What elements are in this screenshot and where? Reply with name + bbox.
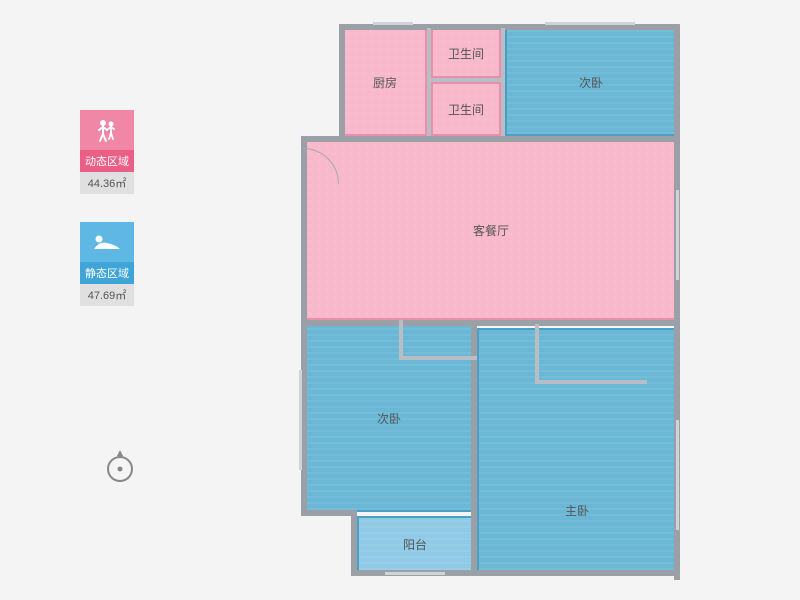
sleep-icon (80, 222, 134, 262)
room-厨房: 厨房 (343, 28, 427, 136)
legend-value-dynamic: 44.36㎡ (80, 172, 134, 194)
room-卫生间: 卫生间 (431, 82, 501, 136)
wall (535, 380, 647, 384)
wall (301, 510, 357, 516)
room-主卧: 主卧 (477, 328, 677, 572)
legend-value-static: 47.69㎡ (80, 284, 134, 306)
window (373, 22, 413, 25)
wall (301, 320, 477, 326)
wall (471, 320, 477, 516)
legend-item-dynamic: 动态区域 44.36㎡ (72, 110, 142, 194)
wall (351, 510, 357, 576)
window (385, 572, 445, 575)
room-label: 主卧 (565, 502, 589, 519)
wall (431, 78, 501, 82)
room-卫生间: 卫生间 (431, 28, 501, 78)
room-label: 阳台 (403, 536, 427, 553)
room-次卧: 次卧 (505, 28, 677, 136)
window (299, 370, 302, 470)
window (545, 22, 635, 25)
room-阳台: 阳台 (357, 516, 473, 572)
room-label: 次卧 (377, 410, 401, 427)
wall (301, 136, 343, 142)
legend-label-dynamic: 动态区域 (80, 150, 134, 172)
wall (471, 320, 677, 326)
wall (343, 136, 677, 142)
wall (471, 570, 680, 576)
wall (427, 28, 431, 136)
wall (535, 324, 539, 384)
room-label: 卫生间 (448, 101, 484, 118)
legend: 动态区域 44.36㎡ 静态区域 47.69㎡ (72, 110, 142, 334)
room-客餐厅: 客餐厅 (305, 140, 677, 320)
wall (399, 320, 403, 360)
wall (339, 24, 345, 140)
room-label: 卫生间 (448, 45, 484, 62)
wall (501, 28, 505, 136)
people-icon (80, 110, 134, 150)
window (676, 420, 679, 530)
room-次卧: 次卧 (305, 324, 473, 512)
room-label: 客餐厅 (473, 222, 509, 239)
room-label: 厨房 (373, 74, 397, 91)
legend-label-static: 静态区域 (80, 262, 134, 284)
wall (399, 356, 477, 360)
compass-icon (105, 450, 135, 489)
window (676, 190, 679, 280)
room-label: 次卧 (579, 74, 603, 91)
legend-item-static: 静态区域 47.69㎡ (72, 222, 142, 306)
wall (471, 510, 477, 576)
floor-plan: 厨房卫生间卫生间次卧客餐厅次卧卫生间主卧阳台 (285, 20, 685, 580)
